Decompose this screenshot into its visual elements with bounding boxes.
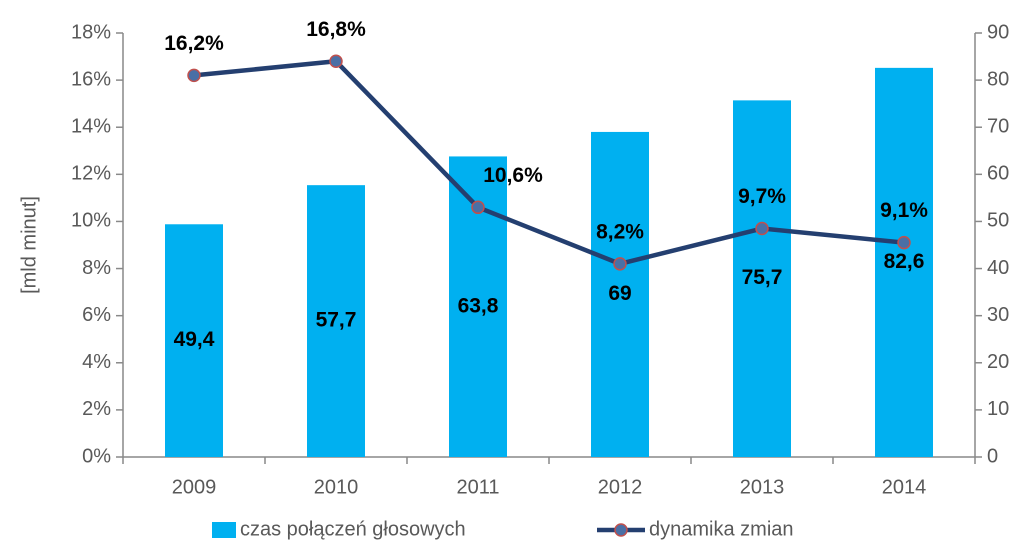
y-tick-label: 16% [71, 68, 111, 90]
y-tick-label: 12% [71, 163, 111, 185]
data-label: 16,2% [164, 32, 224, 55]
legend-label: dynamika zmian [649, 518, 794, 540]
data-label: 69 [608, 282, 631, 305]
y2-tick-label: 0 [987, 445, 998, 467]
y-tick-label: 0% [82, 445, 111, 467]
y2-tick-label: 10 [987, 398, 1009, 420]
y-tick-label: 14% [71, 116, 111, 138]
y2-tick-label: 30 [987, 304, 1009, 326]
data-label: 75,7 [742, 266, 783, 289]
data-label: 57,7 [316, 309, 357, 332]
y2-tick-label: 20 [987, 351, 1009, 373]
x-tick-label: 2011 [456, 476, 499, 498]
x-tick-label: 2012 [598, 476, 643, 498]
x-tick-label: 2010 [314, 476, 359, 498]
y2-tick-label: 80 [987, 68, 1009, 90]
x-tick-label: 2009 [172, 476, 217, 498]
legend-label: czas połączeń głosowych [240, 518, 466, 540]
marker [471, 200, 485, 215]
data-label: 16,8% [306, 18, 366, 41]
y-tick-label: 10% [71, 210, 111, 232]
marker [187, 68, 201, 83]
bar [733, 100, 791, 457]
bar [165, 224, 223, 457]
marker [329, 54, 343, 69]
y-tick-label: 4% [82, 351, 111, 373]
marker [755, 221, 769, 236]
y-tick-label: 18% [71, 21, 111, 43]
y2-tick-label: 40 [987, 257, 1009, 279]
data-label: 63,8 [458, 294, 499, 317]
legend-swatch [614, 523, 628, 537]
data-label: 82,6 [884, 250, 925, 273]
y-axis-label: [mld minut] [18, 196, 40, 294]
data-label: 9,1% [880, 199, 928, 222]
y2-tick-label: 70 [987, 116, 1009, 138]
y-tick-label: 8% [82, 257, 111, 279]
line [193, 58, 905, 267]
y-tick-label: 6% [82, 304, 111, 326]
y-tick-label: 2% [82, 398, 111, 420]
x-tick-label: 2014 [882, 476, 927, 498]
bar [875, 67, 933, 458]
marker [613, 257, 627, 271]
bar [307, 185, 365, 457]
marker [897, 235, 911, 250]
y2-tick-label: 90 [987, 21, 1009, 43]
x-tick-label: 2013 [740, 476, 785, 498]
y2-tick-label: 50 [987, 210, 1009, 232]
data-label: 49,4 [174, 328, 215, 351]
y2-tick-label: 60 [987, 163, 1009, 185]
data-label: 8,2% [596, 220, 644, 243]
legend-swatch [212, 522, 236, 538]
data-label: 10,6% [483, 164, 543, 187]
bar [591, 131, 649, 457]
data-label: 9,7% [738, 185, 786, 208]
